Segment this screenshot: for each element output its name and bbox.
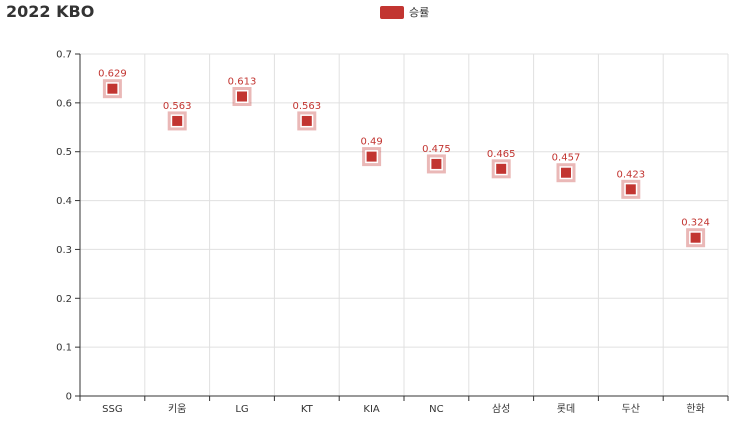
x-tick-label: 삼성 bbox=[492, 403, 510, 415]
y-tick-label: 0.3 bbox=[56, 245, 72, 256]
data-point bbox=[366, 151, 377, 162]
data-point bbox=[237, 91, 247, 102]
data-point bbox=[431, 158, 442, 169]
chart-title: 2022 KBO bbox=[6, 2, 95, 21]
y-tick-label: 0.6 bbox=[56, 98, 72, 109]
x-tick-label: NC bbox=[429, 404, 443, 415]
y-tick-label: 0 bbox=[66, 392, 72, 403]
data-label: 0.465 bbox=[487, 149, 516, 160]
data-point bbox=[172, 115, 183, 126]
y-tick-label: 0.5 bbox=[56, 147, 72, 158]
data-point bbox=[496, 163, 507, 174]
data-label: 0.563 bbox=[292, 101, 321, 112]
x-tick-label: LG bbox=[235, 404, 248, 415]
x-tick-label: KT bbox=[301, 404, 314, 415]
y-tick-label: 0.1 bbox=[56, 343, 72, 354]
data-label: 0.475 bbox=[422, 144, 451, 155]
y-tick-label: 0.2 bbox=[56, 294, 72, 305]
legend[interactable]: 승률 bbox=[380, 4, 429, 20]
legend-swatch bbox=[380, 5, 404, 19]
x-tick-label: 두산 bbox=[622, 403, 640, 415]
x-tick-label: KIA bbox=[363, 404, 380, 415]
data-point bbox=[107, 83, 118, 94]
y-tick-label: 0.7 bbox=[56, 50, 72, 61]
data-label: 0.457 bbox=[552, 153, 581, 164]
data-label: 0.613 bbox=[228, 77, 257, 88]
data-point bbox=[625, 184, 636, 195]
data-point bbox=[301, 115, 312, 126]
data-label: 0.49 bbox=[360, 137, 382, 148]
data-label: 0.423 bbox=[616, 169, 645, 180]
y-tick-label: 0.4 bbox=[56, 196, 72, 207]
x-tick-label: 키움 bbox=[168, 403, 186, 415]
x-tick-label: 롯데 bbox=[557, 403, 575, 415]
data-label: 0.629 bbox=[98, 69, 127, 80]
data-label: 0.563 bbox=[163, 101, 192, 112]
x-tick-label: SSG bbox=[102, 404, 122, 415]
x-tick-label: 한화 bbox=[686, 403, 704, 415]
data-label: 0.324 bbox=[681, 218, 710, 229]
data-point bbox=[561, 167, 571, 178]
data-point bbox=[690, 232, 701, 243]
legend-label: 승률 bbox=[409, 6, 430, 19]
